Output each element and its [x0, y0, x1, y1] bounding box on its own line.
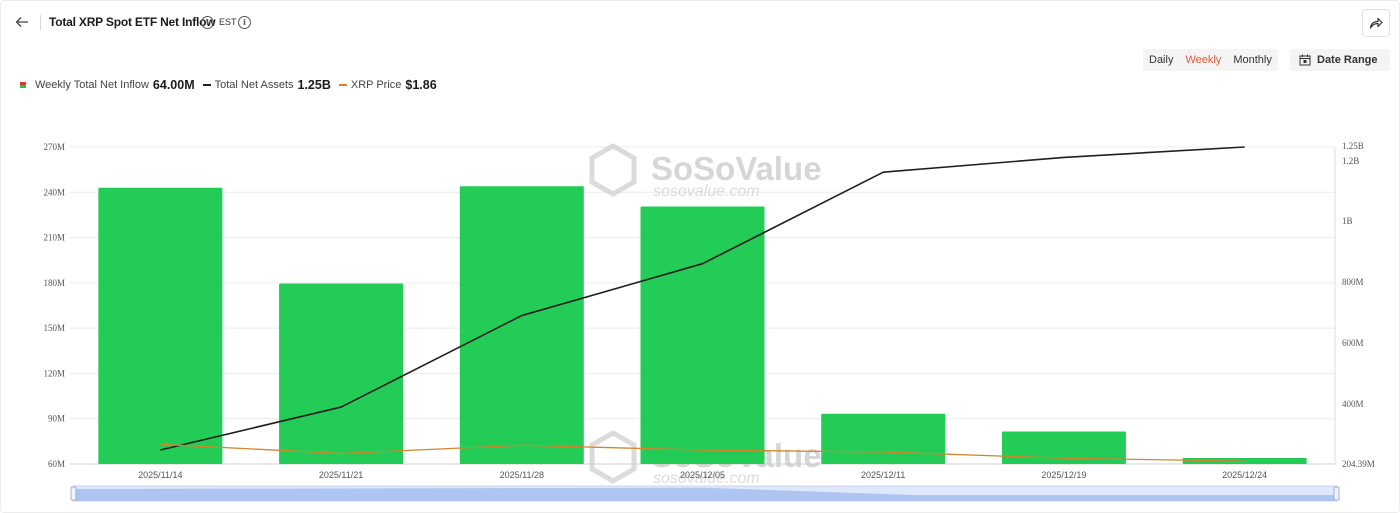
y-left-tick-label: 240M: [43, 187, 65, 197]
legend-swatch-net-inflow: [20, 82, 26, 88]
header-divider: [40, 15, 41, 30]
tab-weekly[interactable]: Weekly: [1185, 54, 1222, 66]
legend-value-xrp-price: $1.86: [405, 78, 437, 92]
x-tick-label: 2025/11/14: [138, 470, 182, 480]
watermark-logo-icon: [589, 430, 637, 484]
watermark-logo-icon: [589, 143, 637, 197]
title-info-icon[interactable]: i: [201, 16, 214, 29]
legend-item-xrp-price[interactable]: XRP Price $1.86: [338, 78, 437, 92]
y-left-tick-label: 210M: [43, 233, 65, 243]
legend-swatch-net-assets: [202, 84, 211, 86]
x-tick-label: 2025/12/19: [1041, 470, 1086, 480]
legend-value-net-assets: 1.25B: [297, 78, 331, 92]
y-left-tick-label: 60M: [48, 459, 65, 469]
calendar-icon: [1299, 54, 1311, 66]
y-right-tick-label: 600M: [1342, 338, 1364, 348]
timezone-info-icon[interactable]: i: [238, 16, 251, 29]
legend-item-net-assets[interactable]: Total Net Assets 1.25B: [202, 78, 331, 92]
range-slider-handle-left[interactable]: [70, 486, 77, 501]
bar-net-inflow: [821, 413, 946, 464]
y-right-tick-label: 1B: [1342, 216, 1353, 226]
y-left-tick-label: 120M: [43, 368, 65, 378]
legend-label-net-inflow: Weekly Total Net Inflow: [35, 79, 149, 91]
legend-label-xrp-price: XRP Price: [350, 79, 402, 91]
y-left-tick-label: 270M: [43, 142, 65, 152]
x-tick-label: 2025/12/11: [861, 470, 905, 480]
watermark-domain: sosovalue.com: [653, 183, 760, 200]
y-right-tick-label: 1.2B: [1342, 156, 1359, 166]
legend-value-net-inflow: 64.00M: [152, 78, 195, 92]
legend-swatch-xrp-price: [338, 84, 347, 86]
x-tick-label: 2025/11/28: [500, 470, 544, 480]
line-net-assets: [160, 146, 1245, 451]
watermark-domain: sosovalue.com: [653, 470, 760, 487]
range-slider-preview: [75, 487, 1335, 501]
range-slider: [70, 485, 1340, 502]
interval-tabs: Daily Weekly Monthly: [1143, 49, 1278, 71]
page-title: Total XRP Spot ETF Net Inflow: [49, 15, 216, 29]
x-tick-label: 2025/11/21: [319, 470, 363, 480]
bar-net-inflow: [459, 186, 584, 464]
back-arrow-icon: [15, 17, 28, 27]
share-icon: [1369, 17, 1383, 29]
y-right-tick-label: 400M: [1342, 399, 1364, 409]
y-left-tick-label: 90M: [48, 414, 65, 424]
y-right-tick-label: 1.25B: [1342, 141, 1364, 151]
bar-net-inflow: [640, 206, 765, 465]
x-tick-label: 2025/12/24: [1222, 470, 1267, 480]
date-range-button[interactable]: Date Range: [1290, 49, 1390, 71]
legend-label-net-assets: Total Net Assets: [214, 79, 294, 91]
x-tick-label: 2025/12/05: [680, 470, 725, 480]
y-right-tick-label: 800M: [1342, 277, 1364, 287]
y-right-tick-label: 204.39M: [1342, 459, 1375, 469]
timezone-label: EST: [219, 17, 237, 27]
share-button[interactable]: [1362, 9, 1390, 37]
line-xrp-price: [160, 443, 1245, 462]
bar-net-inflow: [1001, 431, 1126, 464]
range-slider-handle-right[interactable]: [1333, 486, 1340, 501]
date-range-label: Date Range: [1317, 54, 1378, 66]
header: Total XRP Spot ETF Net Inflow i EST i: [0, 0, 1400, 46]
tab-monthly[interactable]: Monthly: [1233, 54, 1272, 66]
y-left-tick-label: 150M: [43, 323, 65, 333]
bar-net-inflow: [98, 187, 223, 464]
y-left-tick-label: 180M: [43, 278, 65, 288]
bar-net-inflow: [279, 283, 404, 464]
back-button[interactable]: [12, 12, 32, 32]
watermark-brand: SoSoValue: [651, 150, 822, 187]
tab-daily[interactable]: Daily: [1149, 54, 1174, 66]
legend-item-net-inflow[interactable]: Weekly Total Net Inflow 64.00M: [20, 78, 195, 92]
legend: Weekly Total Net Inflow 64.00M Total Net…: [20, 78, 445, 92]
